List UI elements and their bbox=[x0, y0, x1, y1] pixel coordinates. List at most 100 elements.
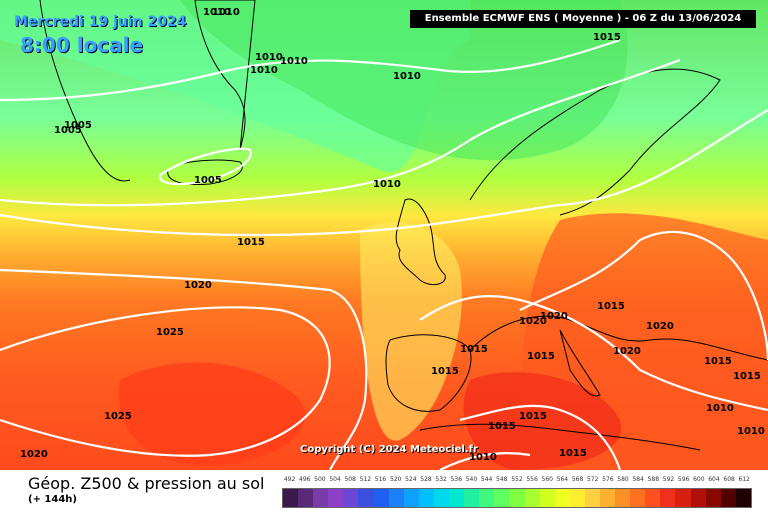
isobar-labels: 1010 1015 1010 1010 1010 1005 1005 1010 … bbox=[20, 7, 765, 463]
legend-color-swatch bbox=[675, 489, 691, 507]
geopotential-yellow-ridge bbox=[360, 222, 462, 441]
isobar-label: 1010 bbox=[212, 7, 240, 18]
legend-tick-label: 580 bbox=[617, 476, 629, 483]
legend-color-swatch bbox=[524, 489, 540, 507]
isobar-1020-east bbox=[519, 230, 768, 361]
legend-color-swatch bbox=[554, 489, 570, 507]
legend-tick-label: 520 bbox=[389, 476, 402, 483]
italy-coast bbox=[559, 329, 601, 397]
legend-color-bar bbox=[282, 488, 752, 508]
legend-color-swatch bbox=[615, 489, 631, 507]
mediterranean-coast bbox=[469, 315, 768, 361]
geopotential-hot-med bbox=[463, 372, 622, 470]
isobar-label: 1015 bbox=[593, 32, 621, 43]
isobar-1015 bbox=[0, 109, 768, 237]
legend-tick-label: 596 bbox=[677, 476, 690, 483]
isobar-label: 1015 bbox=[733, 371, 761, 382]
isobar-label: 1015 bbox=[527, 351, 555, 362]
legend-tick-label: 572 bbox=[586, 476, 599, 483]
forecast-lead-time: (+ 144h) bbox=[28, 494, 77, 505]
legend-tick-label: 564 bbox=[556, 476, 569, 483]
isobar-label: 1005 bbox=[64, 120, 92, 131]
isobar-label: 1010 bbox=[393, 71, 421, 82]
isobar-label: 1020 bbox=[519, 316, 547, 327]
legend-tick-label: 512 bbox=[359, 476, 372, 483]
isobar-label: 1010 bbox=[373, 179, 401, 190]
legend-tick-label: 496 bbox=[299, 476, 311, 483]
legend-color-swatch bbox=[705, 489, 721, 507]
product-title: Géop. Z500 & pression au sol bbox=[28, 474, 265, 493]
legend-tick-label: 536 bbox=[450, 476, 463, 483]
isobars bbox=[0, 38, 768, 470]
isobar-1010-mid bbox=[0, 58, 681, 207]
isobar-label: 1015 bbox=[488, 421, 516, 432]
isobar-label: 1015 bbox=[597, 301, 625, 312]
isobar-1020 bbox=[0, 268, 368, 470]
isobar-label: 1025 bbox=[104, 411, 132, 422]
isobar-label: 1015 bbox=[237, 237, 265, 248]
legend-color-swatch bbox=[464, 489, 480, 507]
isobar-label: 1005 bbox=[194, 175, 222, 186]
legend-tick-label: 604 bbox=[708, 476, 720, 483]
isobar-label: 1010 bbox=[706, 403, 734, 414]
legend-tick-label: 504 bbox=[329, 476, 341, 483]
legend-color-swatch bbox=[690, 489, 706, 507]
legend-tick-label: 524 bbox=[405, 476, 417, 483]
legend-color-swatch bbox=[494, 489, 510, 507]
copyright-notice: Copyright (C) 2024 Meteociel.fr bbox=[300, 444, 478, 455]
isobar-label: 1010 bbox=[469, 452, 497, 463]
legend-color-swatch bbox=[403, 489, 419, 507]
legend-tick-label: 492 bbox=[283, 476, 296, 483]
legend-ticks: 492 496 500 504 508 512 516 520 524 528 532 536 540 5… bbox=[282, 476, 752, 486]
legend-tick-label: 500 bbox=[314, 476, 326, 483]
legend-color-swatch bbox=[433, 489, 450, 507]
isobar-label: 1010 bbox=[250, 65, 278, 76]
isobar-1010-south bbox=[439, 452, 531, 470]
iceland-coast bbox=[167, 159, 243, 185]
greenland-coast bbox=[39, 0, 256, 182]
iberia-coast bbox=[385, 334, 472, 412]
legend-color-swatch bbox=[735, 489, 751, 507]
legend-tick-label: 544 bbox=[480, 476, 493, 483]
legend-tick-label: 612 bbox=[738, 476, 750, 483]
isobar-1005-low bbox=[158, 147, 252, 186]
isobar-label: 1015 bbox=[519, 411, 547, 422]
isobar-label: 1010 bbox=[255, 52, 283, 63]
isobar-label: 1015 bbox=[559, 448, 587, 459]
isobar-label: 1010 bbox=[203, 7, 231, 18]
isobar-label: 1020 bbox=[20, 449, 48, 460]
isobar-label: 1010 bbox=[280, 56, 308, 67]
legend-tick-label: 548 bbox=[496, 476, 508, 483]
legend-tick-label: 532 bbox=[435, 476, 447, 483]
legend-tick-label: 516 bbox=[374, 476, 387, 483]
legend-color-swatch bbox=[569, 489, 585, 507]
legend-color-swatch bbox=[584, 489, 600, 507]
color-legend: 492 496 500 504 508 512 516 520 524 528 532 536 540 5… bbox=[282, 476, 752, 510]
isobar-label: 1015 bbox=[431, 366, 459, 377]
legend-color-swatch bbox=[645, 489, 661, 507]
legend-color-swatch bbox=[343, 489, 359, 507]
legend-tick-label: 556 bbox=[526, 476, 538, 483]
geopotential-hot-atlantic bbox=[118, 362, 306, 466]
legend-color-swatch bbox=[539, 489, 555, 507]
isobar-label: 1020 bbox=[646, 321, 674, 332]
legend-tick-label: 568 bbox=[571, 476, 584, 483]
legend-color-swatch bbox=[599, 489, 616, 507]
legend-color-swatch bbox=[479, 489, 495, 507]
isobar-label: 1015 bbox=[460, 344, 488, 355]
legend-color-swatch bbox=[388, 489, 404, 507]
legend-color-swatch bbox=[373, 489, 389, 507]
isobar-1015-south bbox=[459, 404, 622, 470]
isobar-1025 bbox=[0, 306, 331, 457]
legend-tick-label: 560 bbox=[541, 476, 553, 483]
forecast-time: 8:00 locale bbox=[20, 33, 144, 57]
coastlines bbox=[39, 0, 768, 451]
legend-color-swatch bbox=[313, 489, 329, 507]
map-footer: Géop. Z500 & pression au sol (+ 144h) 49… bbox=[0, 470, 768, 512]
legend-color-swatch bbox=[358, 489, 374, 507]
isobar-label: 1015 bbox=[704, 356, 732, 367]
isobar-label: 1020 bbox=[540, 311, 568, 322]
scandinavia-coast bbox=[469, 68, 721, 216]
legend-color-swatch bbox=[418, 489, 434, 507]
